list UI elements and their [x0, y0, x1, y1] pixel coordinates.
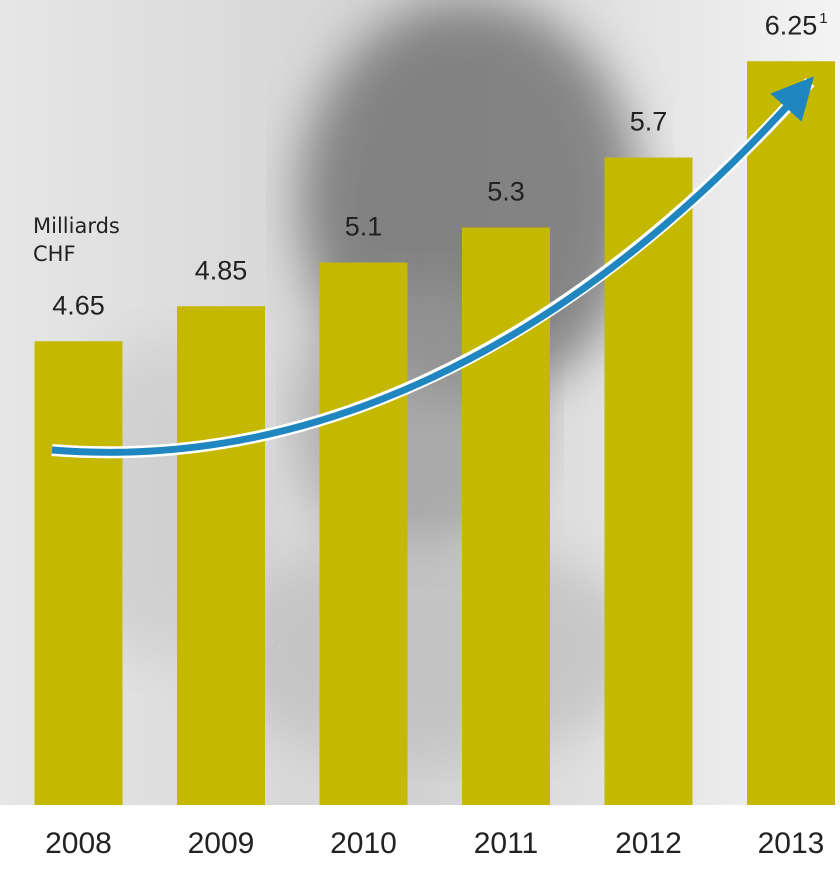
x-tick-label: 2013 — [758, 827, 825, 860]
x-tick-label: 2009 — [188, 827, 255, 860]
value-label: 5.7 — [630, 107, 668, 137]
value-label: 5.1 — [345, 212, 383, 242]
x-tick-label: 2011 — [474, 827, 539, 860]
value-label: 4.85 — [195, 255, 248, 285]
bar — [319, 262, 408, 805]
x-tick-label: 2008 — [45, 827, 112, 860]
value-label: 4.65 — [52, 290, 105, 320]
background-photo — [0, 0, 840, 805]
y-axis-label: Milliards CHF — [33, 214, 120, 266]
trend-arrow — [51, 76, 815, 456]
value-label: 6.25 — [765, 10, 818, 40]
x-tick-label: 2010 — [330, 827, 397, 860]
plot-area — [34, 61, 835, 805]
bar — [177, 306, 265, 805]
bar — [34, 341, 123, 805]
value-label: 5.3 — [487, 177, 525, 207]
bar — [747, 61, 835, 805]
footnote-mark: 1 — [819, 10, 827, 27]
x-tick-label: 2012 — [615, 827, 682, 860]
